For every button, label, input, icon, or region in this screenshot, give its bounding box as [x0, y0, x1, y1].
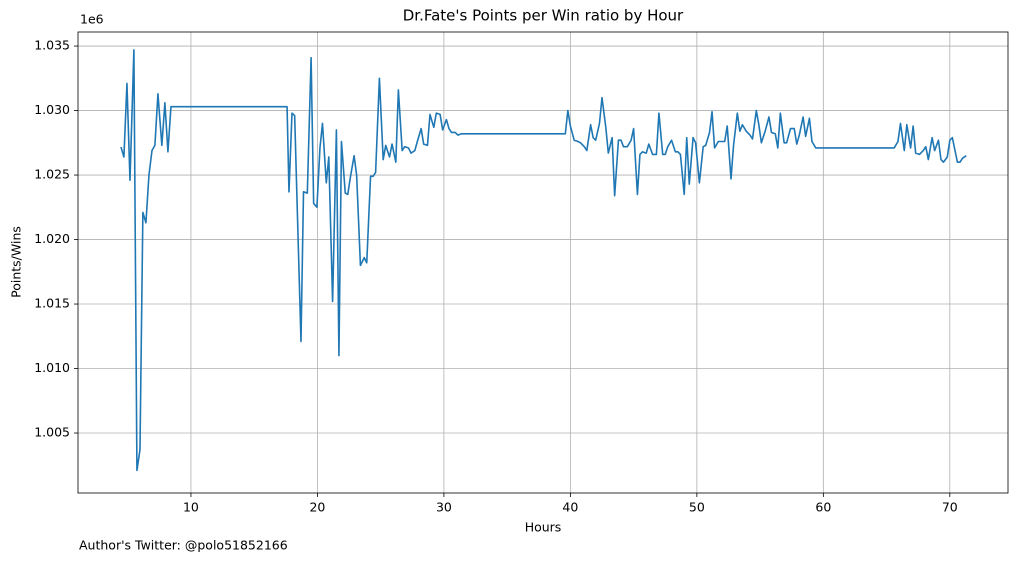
x-tick-label: 70: [942, 500, 958, 515]
x-tick-label: 50: [689, 500, 705, 515]
y-tick-label: 1.035: [34, 38, 70, 53]
y-axis-label: Points/Wins: [9, 226, 24, 298]
plot-frame: [77, 31, 1009, 494]
y-tick-label: 1.030: [34, 102, 70, 117]
footnote: Author's Twitter: @polo51852166: [79, 538, 288, 553]
chart-title: Dr.Fate's Points per Win ratio by Hour: [403, 7, 684, 25]
y-tick-label: 1.020: [34, 231, 70, 246]
y-tick-label: 1.025: [34, 167, 70, 182]
y-offset-label: 1e6: [80, 12, 104, 27]
data-line: [120, 49, 967, 472]
x-tick-label: 40: [562, 500, 578, 515]
y-tick-label: 1.015: [34, 296, 70, 311]
x-tick-label: 30: [436, 500, 452, 515]
x-tick-label: 20: [309, 500, 325, 515]
x-axis-label: Hours: [525, 520, 562, 535]
x-tick-label: 10: [183, 500, 199, 515]
x-tick-label: 60: [815, 500, 831, 515]
y-tick-label: 1.010: [34, 360, 70, 375]
y-tick-label: 1.005: [34, 425, 70, 440]
